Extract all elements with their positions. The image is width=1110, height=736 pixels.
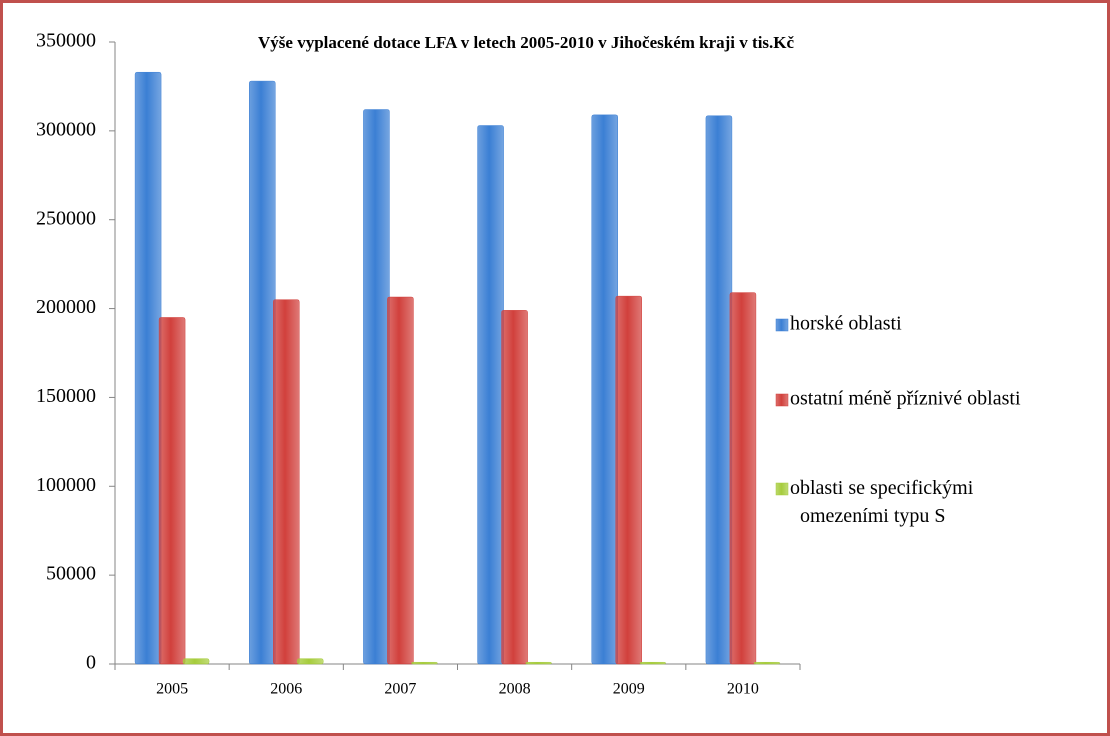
bar [705,115,733,665]
legend-label: ostatní méně příznivé oblasti [790,388,1021,410]
x-tick-label: 2009 [613,681,645,698]
legend-swatch [775,393,789,407]
bar [753,661,781,665]
chart-title: Výše vyplacené dotace LFA v letech 2005-… [258,33,795,52]
y-tick-label: 350000 [36,30,96,52]
y-tick-label: 150000 [36,385,96,407]
bar [639,661,666,665]
x-tick-label: 2008 [499,681,531,698]
y-tick-label: 200000 [36,296,96,318]
bar [591,114,618,665]
x-tick-label: 2005 [156,681,188,698]
legend-swatch [775,482,789,496]
y-tick-label: 50000 [46,563,96,585]
bar [363,109,390,665]
legend-label-line: oblasti se specifickými [790,477,974,499]
bar [387,296,414,665]
x-tick-label: 2006 [270,681,302,698]
legend-swatch [775,318,789,332]
legend-label: horské oblasti [790,313,902,335]
legend-label-line: omezeními typu S [800,505,946,527]
bar [477,125,504,665]
x-tick-label: 2010 [727,681,759,698]
bar [134,71,162,665]
y-tick-label: 100000 [36,474,96,496]
bar [297,658,324,665]
bar [501,310,528,665]
x-tick-label: 2007 [384,681,416,698]
y-tick-label: 300000 [36,118,96,140]
bar [158,317,186,665]
bar [729,292,757,665]
y-tick-label: 250000 [36,207,96,229]
bar [273,299,300,665]
bar [249,80,276,665]
bar [182,658,210,665]
legend-label: oblasti se specifickými omezeními typu S [790,477,974,527]
y-tick-label: 0 [86,652,96,674]
bar [615,295,642,665]
bar [411,661,438,665]
bar [525,661,552,665]
